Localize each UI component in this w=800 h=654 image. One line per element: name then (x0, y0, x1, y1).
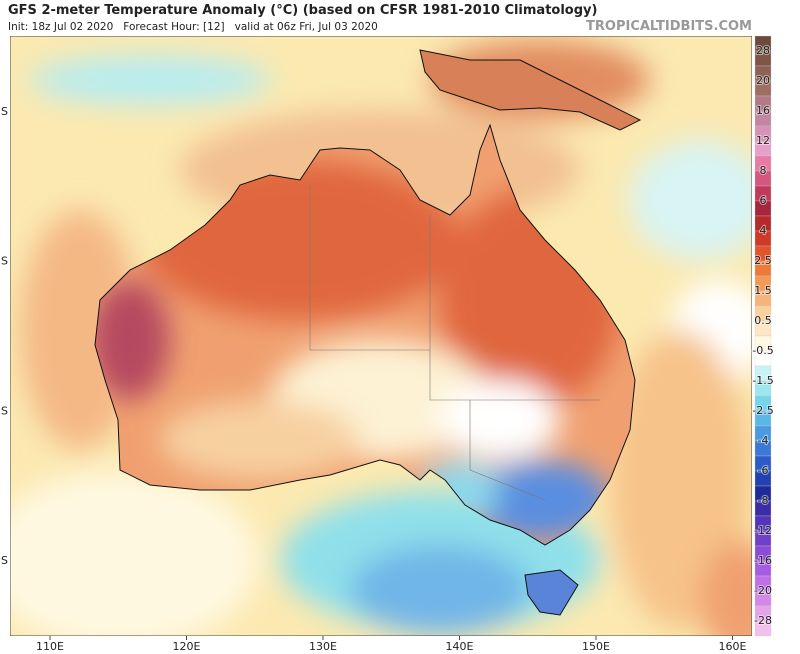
colorbar-label: -28 (754, 614, 772, 627)
colorbar-label: 8 (760, 164, 767, 177)
lon-label: 150E (582, 640, 610, 653)
colorbar-label: 20 (756, 74, 770, 87)
lat-label: S (1, 404, 8, 417)
subtitle: Init: 18z Jul 02 2020 Forecast Hour: [12… (8, 21, 378, 33)
colorbar-label: -4 (758, 434, 769, 447)
lat-label: S (1, 554, 8, 567)
colorbar-label: 2.5 (754, 254, 772, 267)
colorbar-label: 12 (756, 134, 770, 147)
colorbar-label: -8 (758, 494, 769, 507)
colorbar-label: 1.5 (754, 284, 772, 297)
colorbar-label: -0.5 (752, 344, 773, 357)
colorbar-label: 6 (760, 194, 767, 207)
lon-label: 140E (446, 640, 474, 653)
map (10, 36, 752, 636)
title: GFS 2-meter Temperature Anomaly (°C) (ba… (8, 3, 597, 18)
lat-label: S (1, 105, 8, 118)
colorbar-box (754, 620, 772, 637)
colorbar-label: 28 (756, 44, 770, 57)
colorbar-label: -2.5 (752, 404, 773, 417)
colorbar-label: -6 (758, 464, 769, 477)
lon-label: 120E (173, 640, 201, 653)
lon-label: 160E (719, 640, 747, 653)
colorbar-label: 0.5 (754, 314, 772, 327)
colorbar-label: -1.5 (752, 374, 773, 387)
watermark: TROPICALTIDBITS.COM (586, 19, 752, 34)
colorbar-label: 16 (756, 104, 770, 117)
lon-label: 110E (36, 640, 64, 653)
colorbar-label: 4 (760, 224, 767, 237)
colorbar-label: -20 (754, 584, 772, 597)
colorbar-label: -16 (754, 554, 772, 567)
colorbar-label: -12 (754, 524, 772, 537)
lon-label: 130E (309, 640, 337, 653)
lat-label: S (1, 255, 8, 268)
